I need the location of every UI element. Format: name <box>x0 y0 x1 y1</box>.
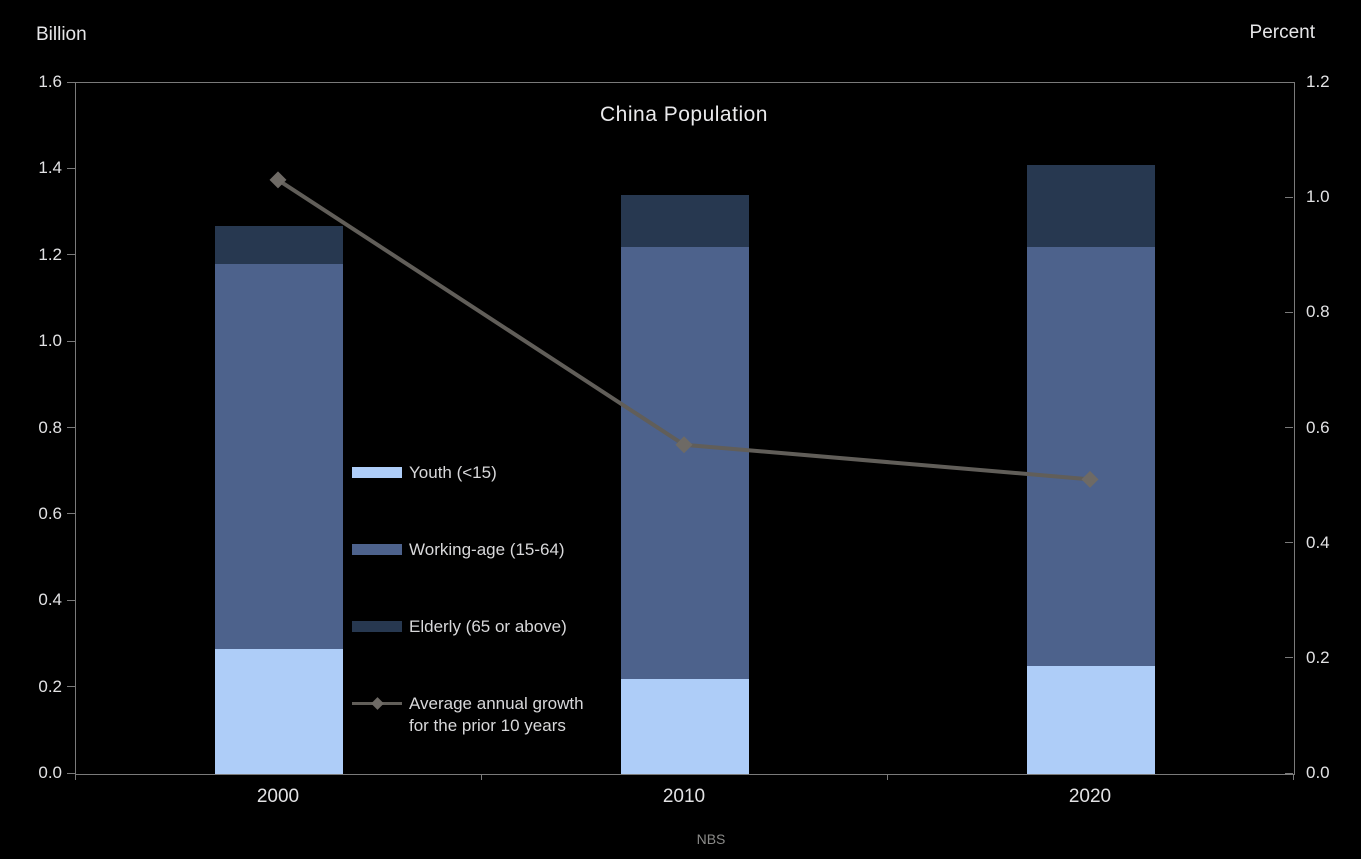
chart-title: China Population <box>600 103 768 126</box>
bar-segment <box>1027 165 1155 248</box>
left-axis-tick-label: 0.4 <box>38 590 62 610</box>
right-axis-tick <box>1285 311 1293 313</box>
left-axis-tick-label: 1.2 <box>38 244 62 264</box>
left-axis-tick <box>67 254 75 256</box>
left-axis-tick <box>67 167 75 169</box>
right-axis-tick-label: 0.8 <box>1306 302 1330 322</box>
legend-swatch <box>352 467 402 478</box>
left-axis-tick <box>67 340 75 342</box>
legend-item: Average annual growth for the prior 10 y… <box>352 693 584 737</box>
left-axis-tick <box>67 686 75 688</box>
right-axis-tick-label: 0.0 <box>1306 763 1330 782</box>
left-axis-tick-label: 0.8 <box>38 417 62 437</box>
right-axis-tick <box>1285 772 1293 774</box>
bar-segment <box>1027 247 1155 667</box>
right-axis-tick-label: 0.4 <box>1306 532 1330 552</box>
left-axis-tick <box>67 772 75 774</box>
x-axis-label: 2000 <box>256 786 300 807</box>
left-axis-title: Billion <box>36 24 87 45</box>
x-axis-tick <box>1292 774 1294 780</box>
right-axis-tick-label: 0.2 <box>1306 647 1330 667</box>
x-axis-tick <box>74 774 76 780</box>
source-label: NBS <box>696 831 726 847</box>
left-axis-tick-label: 0.0 <box>38 763 62 782</box>
left-axis-tick <box>67 513 75 515</box>
left-axis-tick <box>67 81 75 83</box>
x-axis-tick <box>480 774 482 780</box>
legend-line-marker <box>371 697 384 710</box>
x-axis-label: 2010 <box>662 786 706 807</box>
legend-swatch <box>352 544 402 555</box>
plot-area <box>75 82 1295 775</box>
x-axis-tick <box>886 774 888 780</box>
left-axis-tick <box>67 427 75 428</box>
right-axis-tick <box>1285 427 1293 428</box>
bar-segment <box>215 264 343 649</box>
bar-segment <box>215 648 343 774</box>
legend-line-swatch <box>352 693 402 715</box>
bar-segment <box>621 247 749 679</box>
right-axis-title: Percent <box>1249 22 1315 43</box>
right-axis-tick <box>1285 81 1293 83</box>
right-axis-tick <box>1285 196 1293 198</box>
left-axis-tick-label: 0.6 <box>38 503 62 523</box>
legend-item: Elderly (65 or above) <box>352 616 567 638</box>
legend-item: Youth (<15) <box>352 462 497 484</box>
right-axis-tick <box>1285 657 1293 659</box>
legend-label: Youth (<15) <box>409 463 497 482</box>
right-axis-tick-label: 1.0 <box>1306 187 1330 207</box>
left-axis-tick-label: 1.4 <box>38 158 62 178</box>
x-axis-label: 2020 <box>1068 786 1112 807</box>
bar-segment <box>215 225 343 265</box>
left-axis-tick <box>67 599 75 601</box>
right-axis-tick <box>1285 542 1293 544</box>
legend-swatch <box>352 621 402 632</box>
bar-segment <box>621 195 749 248</box>
right-axis-tick-label: 1.2 <box>1306 72 1330 91</box>
left-axis-tick-label: 1.0 <box>38 331 62 351</box>
legend-label: Working-age (15-64) <box>409 540 565 559</box>
legend-label: Average annual growth for the prior 10 y… <box>409 694 584 735</box>
right-axis-tick-label: 0.6 <box>1306 417 1330 437</box>
bar-segment <box>1027 666 1155 774</box>
left-axis-tick-label: 1.6 <box>38 72 62 91</box>
bar-segment <box>621 679 749 774</box>
left-axis-tick-label: 0.2 <box>38 676 62 696</box>
legend-label: Elderly (65 or above) <box>409 617 567 636</box>
legend-item: Working-age (15-64) <box>352 539 565 561</box>
